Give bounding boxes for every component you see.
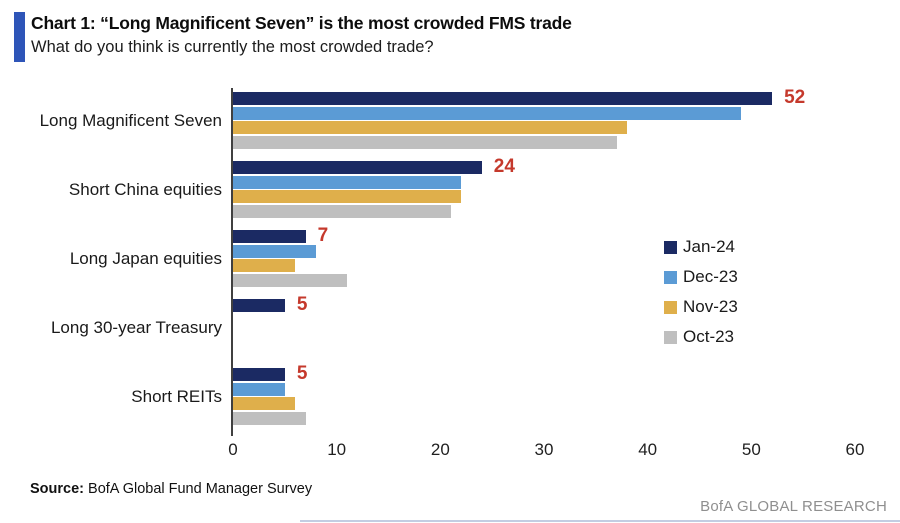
bar-dec-23 [233, 244, 316, 258]
bar-dec-23 [233, 382, 285, 396]
category-label: Short China equities [68, 180, 222, 199]
legend-label: Nov-23 [683, 297, 738, 316]
source-note: Source: BofA Global Fund Manager Survey [30, 481, 312, 497]
bar-jan-24 [233, 299, 285, 312]
bar-nov-23 [233, 121, 627, 134]
bar-oct-23 [233, 135, 617, 149]
category-label: Long Japan equities [69, 249, 222, 268]
y-axis-line [231, 88, 233, 436]
bar-jan-24 [233, 230, 306, 243]
bar-nov-23 [233, 259, 296, 272]
x-tick-label: 60 [845, 440, 865, 459]
bar-oct-23 [233, 204, 451, 218]
x-tick-label: 10 [327, 440, 347, 459]
value-label: 52 [784, 87, 806, 108]
category-label: Long 30-year Treasury [50, 318, 222, 337]
bottom-rule [300, 520, 900, 522]
legend-label: Dec-23 [683, 267, 738, 286]
bar-nov-23 [233, 190, 462, 203]
source-text: BofA Global Fund Manager Survey [84, 481, 313, 497]
legend-swatch [664, 240, 677, 254]
bar-nov-23 [233, 397, 296, 410]
value-label: 5 [296, 363, 308, 384]
x-tick-label: 20 [430, 440, 450, 459]
value-label: 5 [296, 294, 308, 315]
bar-dec-23 [233, 106, 741, 120]
legend-item: Oct-23 [664, 322, 734, 352]
bar-jan-24 [233, 368, 285, 381]
x-tick-label: 40 [638, 440, 658, 459]
x-tick-label: 30 [534, 440, 554, 459]
legend-label: Jan-24 [683, 237, 735, 256]
legend-swatch [664, 330, 677, 344]
bar-jan-24 [233, 161, 482, 174]
legend-swatch [664, 270, 677, 284]
legend-item: Dec-23 [664, 262, 738, 292]
legend-label: Oct-23 [683, 327, 735, 346]
bar-oct-23 [233, 273, 348, 287]
category-label: Short REITs [131, 387, 222, 406]
chart-subtitle: What do you think is currently the most … [31, 38, 434, 56]
bar-jan-24 [233, 92, 773, 105]
chart-title: Chart 1: “Long Magnificent Seven” is the… [31, 13, 572, 33]
legend-swatch [664, 300, 677, 314]
bar-dec-23 [233, 175, 462, 189]
legend-item: Nov-23 [664, 292, 738, 322]
x-tick-label: 50 [741, 440, 761, 459]
bar-oct-23 [233, 411, 306, 425]
value-label: 24 [493, 156, 515, 177]
title-accent-bar [14, 12, 25, 62]
x-tick-label: 0 [228, 440, 238, 459]
value-label: 7 [317, 225, 329, 246]
category-label: Long Magnificent Seven [39, 111, 222, 130]
source-label: Source: [30, 481, 84, 497]
legend-item: Jan-24 [664, 232, 735, 262]
brand-mark: BofA GLOBAL RESEARCH [700, 498, 887, 515]
